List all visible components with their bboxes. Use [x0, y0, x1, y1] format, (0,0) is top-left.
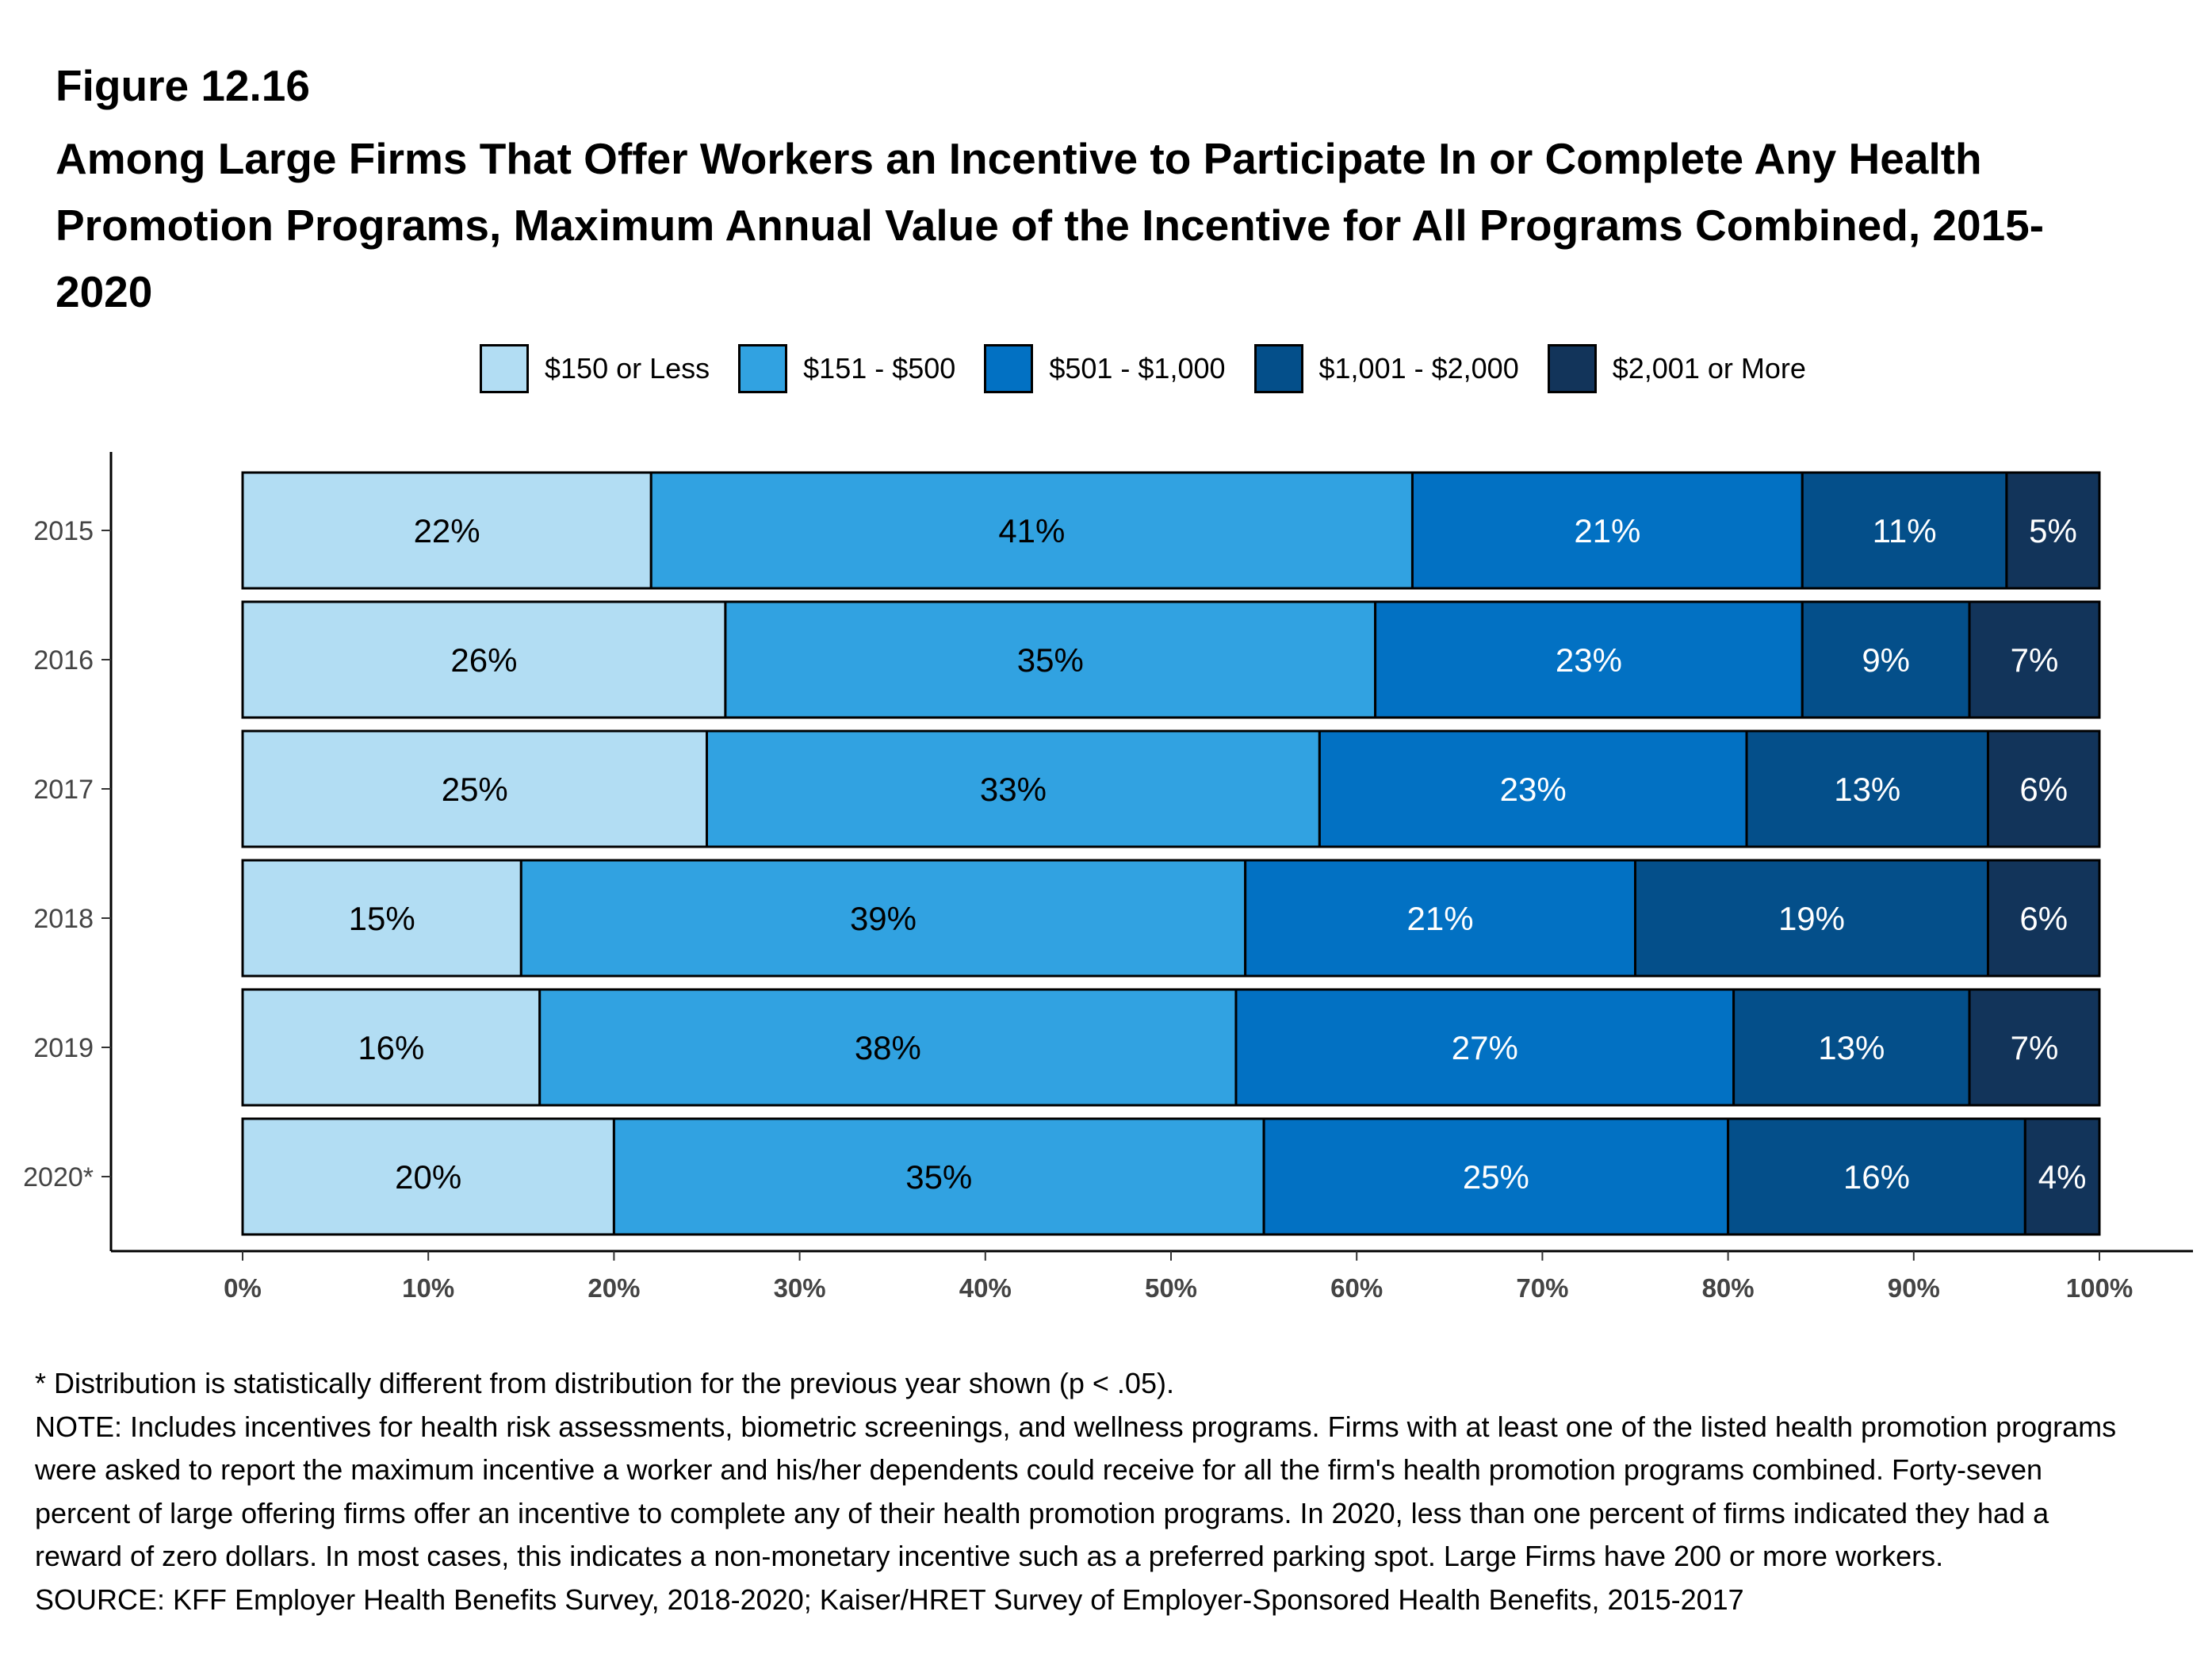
legend-swatch — [1547, 344, 1597, 393]
figure-notes: * Distribution is statistically differen… — [35, 1362, 2128, 1621]
bar-segment — [241, 1117, 615, 1236]
bar-segment — [241, 600, 727, 719]
bar-segment — [612, 1117, 1265, 1236]
data-label: 35% — [1017, 641, 1084, 679]
legend-swatch — [738, 344, 788, 393]
x-tick-label: 70% — [1516, 1273, 1568, 1300]
stacked-bar-chart: 0% 10% 20% 30% 40% 50% 60% 70% 80% 90% 100% 2015 22%… — [23, 452, 2193, 1300]
data-label: 7% — [2011, 641, 2059, 679]
legend-label: $151 - $500 — [803, 352, 956, 385]
bar-segment — [724, 600, 1377, 719]
x-tick-label: 60% — [1330, 1273, 1383, 1300]
data-label: 35% — [905, 1158, 972, 1196]
data-label: 4% — [2038, 1158, 2087, 1196]
data-label: 33% — [980, 771, 1047, 808]
data-label: 11% — [1873, 512, 1937, 549]
data-label: 41% — [998, 512, 1065, 549]
data-label: 6% — [2019, 900, 2068, 937]
legend-item: $150 or Less — [480, 344, 710, 393]
legend-swatch — [1253, 344, 1303, 393]
data-label: 19% — [1778, 900, 1845, 937]
bar-segment — [1244, 859, 1637, 978]
bar-segment — [538, 988, 1238, 1107]
bar-segment — [1968, 600, 2101, 719]
x-tick-label: 90% — [1888, 1273, 1940, 1300]
significance-note: * Distribution is statistically differen… — [35, 1367, 1174, 1399]
x-tick-label: 20% — [587, 1273, 640, 1300]
legend-item: $1,001 - $2,000 — [1253, 344, 1519, 393]
bar-segment — [1986, 729, 2101, 848]
legend-item: $501 - $1,000 — [984, 344, 1226, 393]
bar-segment — [241, 859, 522, 978]
y-tick-label: 2018 — [33, 904, 94, 934]
bar-segment — [1745, 729, 1989, 848]
y-tick-label: 2020* — [23, 1162, 94, 1192]
x-tick-label: 40% — [959, 1273, 1012, 1300]
x-tick-label: 10% — [402, 1273, 454, 1300]
data-label: 21% — [1574, 512, 1640, 549]
bar-segment — [1968, 988, 2101, 1107]
data-label: 23% — [1500, 771, 1567, 808]
data-label: 13% — [1834, 771, 1900, 808]
data-label: 27% — [1452, 1029, 1518, 1066]
bar-segment — [1801, 600, 1971, 719]
legend-swatch — [480, 344, 529, 393]
data-label: 21% — [1407, 900, 1474, 937]
y-tick-label: 2017 — [33, 775, 94, 805]
data-label: 5% — [2029, 512, 2077, 549]
source-note: SOURCE: KFF Employer Health Benefits Sur… — [35, 1583, 1744, 1616]
figure-label: Figure 12.16 — [55, 61, 310, 110]
data-label: 38% — [855, 1029, 921, 1066]
figure-title: Among Large Firms That Offer Workers an … — [55, 134, 2045, 316]
methodology-note: NOTE: Includes incentives for health ris… — [35, 1410, 2117, 1573]
legend-label: $1,001 - $2,000 — [1318, 352, 1519, 385]
data-label: 7% — [2011, 1029, 2059, 1066]
data-label: 20% — [395, 1158, 461, 1196]
x-tick-label: 50% — [1145, 1273, 1197, 1300]
data-label: 25% — [442, 771, 508, 808]
data-label: 6% — [2019, 771, 2068, 808]
data-label: 9% — [1862, 641, 1910, 679]
y-tick-label: 2015 — [33, 516, 94, 546]
bar-segment — [1262, 1117, 1730, 1236]
data-label: 22% — [414, 512, 480, 549]
legend-label: $2,001 or More — [1612, 352, 1806, 385]
x-tick-label: 0% — [224, 1273, 262, 1300]
bar-segment — [241, 988, 542, 1107]
bar-segment — [519, 859, 1247, 978]
data-label: 15% — [349, 900, 415, 937]
bar-segment — [1374, 600, 1804, 719]
x-tick-label: 80% — [1702, 1273, 1755, 1300]
data-label: 23% — [1556, 641, 1622, 679]
bar-segment — [1234, 988, 1736, 1107]
data-label: 16% — [358, 1029, 424, 1066]
bar-segment — [1634, 859, 1989, 978]
data-label: 16% — [1843, 1158, 1910, 1196]
bar-segment — [1318, 729, 1748, 848]
legend-swatch — [984, 344, 1034, 393]
bar-segment — [1410, 471, 1804, 590]
data-label: 39% — [850, 900, 917, 937]
data-label: 25% — [1463, 1158, 1529, 1196]
bar-segment — [2005, 471, 2101, 590]
bar-segment — [241, 729, 708, 848]
bar-segment — [1986, 859, 2101, 978]
bar-segment — [1727, 1117, 2026, 1236]
bar-segment — [706, 729, 1321, 848]
legend-item: $151 - $500 — [738, 344, 955, 393]
legend-label: $150 or Less — [545, 352, 710, 385]
data-label: 26% — [450, 641, 517, 679]
legend-item: $2,001 or More — [1547, 344, 1806, 393]
legend-label: $501 - $1,000 — [1049, 352, 1226, 385]
chart-legend: $150 or Less $151 - $500 $501 - $1,000 $… — [480, 341, 1835, 396]
bar-segment — [1732, 988, 1971, 1107]
x-tick-label: 100% — [2066, 1273, 2133, 1300]
y-tick-label: 2019 — [33, 1033, 94, 1063]
x-tick-label: 30% — [774, 1273, 826, 1300]
y-tick-label: 2016 — [33, 645, 94, 676]
bar-segment — [2023, 1117, 2101, 1236]
data-label: 13% — [1818, 1029, 1885, 1066]
